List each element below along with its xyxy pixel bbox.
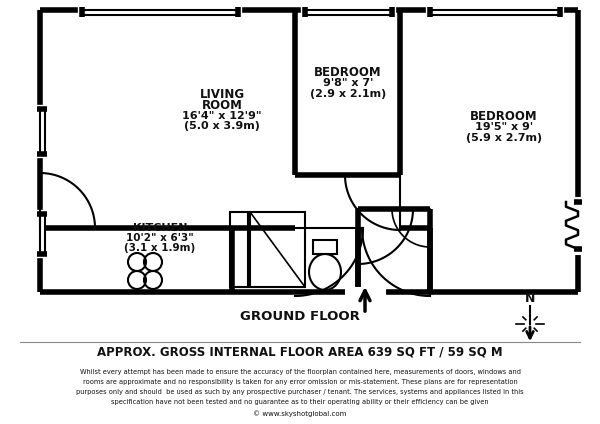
Text: KITCHEN: KITCHEN [133,223,187,233]
Text: specification have not been tested and no guarantee as to their operating abilit: specification have not been tested and n… [111,399,489,405]
Text: 9'8" x 7': 9'8" x 7' [323,78,373,88]
Text: (3.1 x 1.9m): (3.1 x 1.9m) [124,243,196,253]
Text: rooms are approximate and no responsibility is taken for any error omission or m: rooms are approximate and no responsibil… [83,379,517,385]
Text: 19'5" x 9': 19'5" x 9' [475,122,533,132]
Text: (5.9 x 2.7m): (5.9 x 2.7m) [466,133,542,142]
Text: APPROX. GROSS INTERNAL FLOOR AREA 639 SQ FT / 59 SQ M: APPROX. GROSS INTERNAL FLOOR AREA 639 SQ… [97,346,503,359]
Text: purposes only and should  be used as such by any prospective purchaser / tenant.: purposes only and should be used as such… [76,389,524,395]
Text: GROUND FLOOR: GROUND FLOOR [240,310,360,323]
Text: Whilst every attempt has been made to ensure the accuracy of the floorplan conta: Whilst every attempt has been made to en… [79,369,521,375]
Bar [230,212,248,287]
Text: BEDROOM: BEDROOM [470,109,538,123]
Text: (5.0 x 3.9m): (5.0 x 3.9m) [184,121,260,131]
Text: BEDROOM: BEDROOM [314,65,382,78]
Text: ROOM: ROOM [202,99,242,112]
Bar [250,212,305,287]
Text: 10'2" x 6'3": 10'2" x 6'3" [126,233,194,243]
Text: 16'4" x 12'9": 16'4" x 12'9" [182,111,262,120]
Text: LIVING: LIVING [199,87,245,100]
Bar [313,240,337,254]
Text: N: N [525,293,535,306]
Text: © www.skyshotglobal.com: © www.skyshotglobal.com [253,411,347,417]
Text: (2.9 x 2.1m): (2.9 x 2.1m) [310,89,386,99]
